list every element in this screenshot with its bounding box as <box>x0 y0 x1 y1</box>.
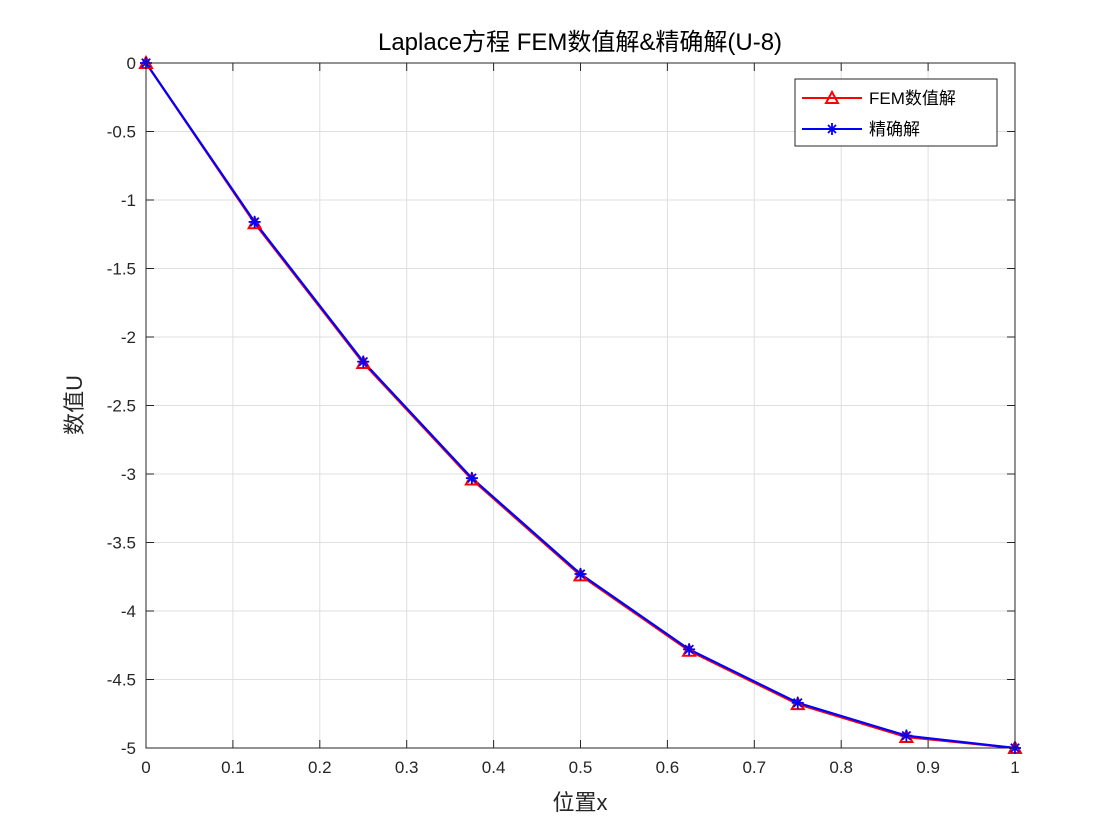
exact-data-point <box>791 696 804 709</box>
y-tick-label: -3.5 <box>107 534 136 553</box>
exact-data-point <box>574 568 587 581</box>
x-tick-label: 0.1 <box>221 758 245 777</box>
legend: FEM数值解 精确解 <box>794 78 998 147</box>
x-tick-label: 0.5 <box>569 758 593 777</box>
y-tick-label: -3 <box>121 465 136 484</box>
ticks: 0 0.1 0.2 0.3 0.4 0.5 0.6 0.7 0.8 0.9 1 0 -0.5 -1 -1.5… <box>107 54 1020 777</box>
legend-triangle-marker-icon <box>824 89 840 104</box>
chart-title: Laplace方程 FEM数值解&精确解(U-8) <box>378 29 782 56</box>
legend-label-fem: FEM数值解 <box>869 89 956 108</box>
x-tick-label: 0.3 <box>395 758 419 777</box>
y-tick-label: -4 <box>121 602 136 621</box>
y-axis-label: 数值U <box>62 375 87 435</box>
legend-box <box>794 78 998 147</box>
y-tick-label: -1 <box>121 191 136 210</box>
x-axis-label: 位置x <box>552 790 607 815</box>
legend-asterisk-marker-icon <box>826 123 838 135</box>
y-tick-label: -2 <box>121 328 136 347</box>
legend-label-exact: 精确解 <box>869 120 920 139</box>
x-tick-label: 0.8 <box>829 758 853 777</box>
y-tick-label: -4.5 <box>107 671 136 690</box>
exact-data-point <box>357 355 370 368</box>
exact-data-point <box>900 729 913 742</box>
y-tick-label: -1.5 <box>107 260 136 279</box>
x-tick-label: 0.7 <box>742 758 766 777</box>
x-tick-label: 0.9 <box>916 758 940 777</box>
x-tick-label: 0.2 <box>308 758 332 777</box>
x-tick-label: 1 <box>1010 758 1019 777</box>
y-tick-label: -0.5 <box>107 123 136 142</box>
exact-data-point <box>248 215 261 228</box>
y-tick-label: -2.5 <box>107 397 136 416</box>
markers <box>138 54 1023 754</box>
y-tick-label: -5 <box>121 739 136 758</box>
x-tick-label: 0 <box>141 758 150 777</box>
exact-data-point <box>683 643 696 656</box>
exact-data-point <box>465 472 478 485</box>
x-tick-label: 0.4 <box>482 758 506 777</box>
y-tick-label: 0 <box>127 54 136 73</box>
x-tick-label: 0.6 <box>656 758 680 777</box>
